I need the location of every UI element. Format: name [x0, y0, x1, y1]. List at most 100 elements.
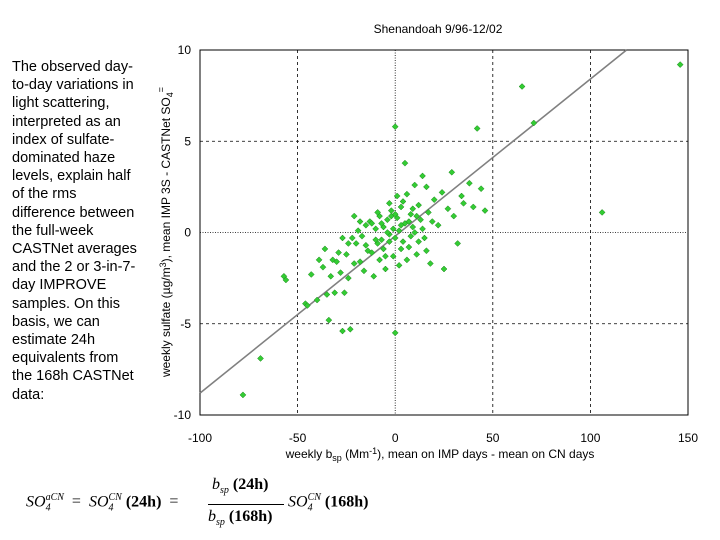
data-point — [405, 218, 413, 225]
formula-num-base: b — [212, 476, 220, 493]
y-tick-label: -5 — [180, 317, 191, 331]
data-point — [477, 185, 485, 193]
data-point — [413, 212, 421, 220]
data-point — [407, 210, 415, 218]
data-point — [374, 209, 381, 216]
data-point — [319, 263, 327, 271]
data-point — [440, 265, 448, 273]
data-point — [399, 238, 407, 245]
grid-lines — [200, 50, 688, 415]
x-tick-label: 0 — [392, 431, 399, 445]
y-axis-label-rest: ), mean IMP 3S - CASTNet SO — [159, 97, 173, 262]
data-point — [346, 325, 354, 333]
data-point — [397, 203, 405, 211]
formula-rhs-sub: 4 — [307, 502, 313, 514]
data-point — [325, 316, 333, 324]
data-point — [454, 240, 462, 247]
x-tick-label: 50 — [486, 431, 500, 445]
data-point — [405, 243, 413, 251]
y-axis-label-sub: 4 — [165, 92, 175, 97]
data-point — [411, 181, 419, 189]
formula-mid-sup: CN — [108, 492, 122, 503]
x-tick-label: 150 — [678, 431, 698, 445]
data-point — [417, 216, 424, 224]
data-point — [384, 229, 391, 236]
formula-den-sub: sp — [216, 517, 225, 529]
data-point — [385, 199, 393, 207]
formula-lhs-sup: aCN — [45, 492, 64, 503]
data-point — [391, 123, 399, 131]
data-point — [323, 291, 331, 298]
x-axis-label-main: weekly b — [285, 447, 333, 461]
scatter-chart: Shenandoah 9/96-12/02 -100 -50 0 50 100 150 -… — [156, 22, 698, 463]
data-point — [391, 329, 399, 337]
data-point — [438, 188, 446, 196]
formula-eq1: = — [71, 493, 81, 511]
formula-den-arg: (168h) — [228, 508, 273, 525]
data-point — [530, 119, 538, 127]
chart-title: Shenandoah 9/96-12/02 — [374, 22, 503, 36]
plot-area — [199, 49, 689, 416]
data-point — [389, 252, 397, 260]
data-point — [450, 212, 458, 220]
data-point — [458, 192, 465, 200]
data-point — [372, 225, 380, 233]
data-point — [415, 238, 422, 245]
formula-lhs-base: SO — [26, 493, 46, 511]
sulfate-formula: SO4aCN = SO4CN (24h) = bsp (24h) bsp (16… — [26, 476, 446, 532]
data-point — [448, 168, 456, 176]
data-point — [315, 256, 323, 264]
data-point — [425, 209, 432, 216]
data-point — [327, 272, 335, 280]
data-point — [350, 212, 358, 220]
data-point — [378, 220, 385, 227]
data-point — [350, 260, 358, 267]
formula-fraction-bar — [208, 504, 284, 505]
y-axis-label-sup2: = — [156, 87, 166, 92]
data-point — [421, 234, 428, 242]
data-point — [239, 391, 247, 399]
data-point — [395, 227, 403, 235]
data-point — [401, 159, 409, 167]
formula-num-sub: sp — [220, 485, 229, 497]
x-axis-label-sub: sp — [332, 453, 342, 463]
data-point — [473, 125, 481, 132]
data-point — [676, 61, 684, 68]
data-point — [362, 241, 370, 249]
formula-den-base: b — [208, 508, 216, 525]
formula-eq2: = — [169, 493, 179, 511]
data-point — [434, 221, 442, 229]
data-point — [409, 205, 417, 213]
data-point — [356, 258, 364, 266]
data-point — [257, 355, 264, 362]
data-point — [368, 220, 376, 227]
data-points — [239, 61, 684, 399]
data-point — [598, 209, 606, 216]
data-point — [321, 245, 329, 253]
data-point — [413, 251, 421, 258]
data-point — [518, 83, 526, 90]
data-point — [282, 276, 290, 284]
data-point — [372, 236, 380, 244]
data-point — [382, 265, 389, 273]
y-tick-label: 0 — [184, 226, 191, 240]
y-axis-label-main: weekly sulfate (µg/m — [159, 267, 173, 378]
data-point — [362, 221, 370, 229]
data-point — [354, 227, 362, 235]
x-tick-labels: -100 -50 0 50 100 150 — [188, 431, 698, 445]
data-point — [389, 225, 397, 233]
x-axis-label-rest: (Mm — [342, 447, 369, 461]
data-point — [339, 327, 346, 335]
data-point — [387, 207, 395, 214]
formula-lhs-sub: 4 — [45, 502, 51, 514]
data-point — [344, 274, 352, 282]
data-point — [426, 260, 434, 267]
formula-rhs-arg: (168h) — [324, 493, 369, 511]
data-point — [430, 196, 438, 204]
data-point — [356, 218, 364, 225]
y-tick-label: 10 — [178, 43, 192, 57]
data-point — [403, 190, 411, 198]
data-point — [385, 238, 393, 245]
data-point — [466, 179, 473, 187]
formula-rhs-sup: CN — [307, 492, 321, 503]
